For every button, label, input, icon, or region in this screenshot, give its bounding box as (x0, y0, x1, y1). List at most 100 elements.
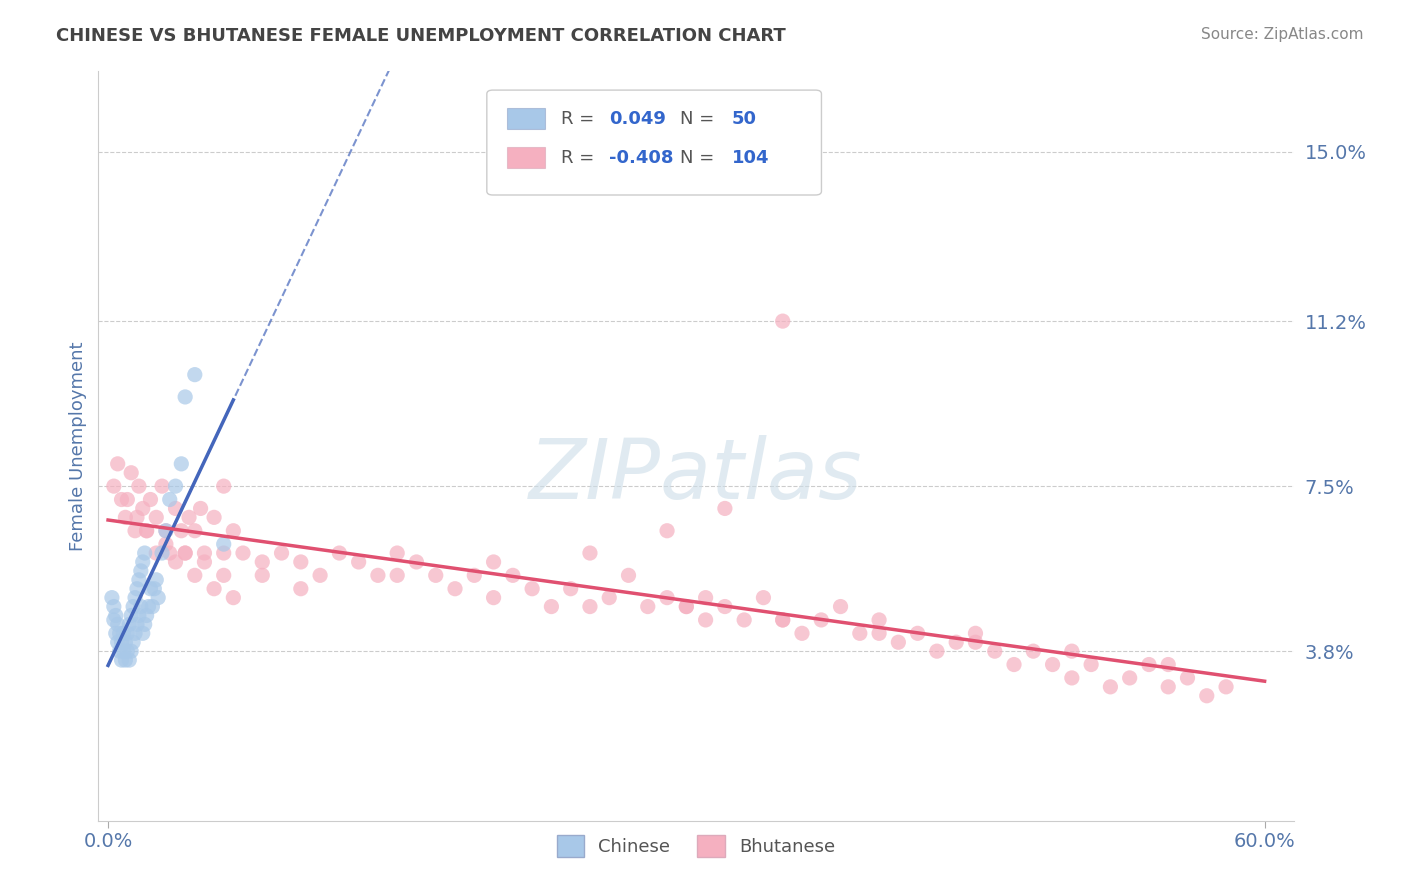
Text: N =: N = (681, 110, 720, 128)
Point (772, 613, 794, 627)
Point (482, 555, 505, 569)
Point (125, 582, 148, 596)
Point (1157, 657, 1180, 672)
Point (135, 524, 157, 538)
Point (145, 546, 167, 560)
Text: 104: 104 (733, 149, 769, 167)
Point (155, 524, 177, 538)
Point (502, 568, 524, 582)
Point (134, 546, 156, 560)
Point (579, 546, 602, 560)
Point (444, 582, 467, 596)
Point (347, 555, 370, 569)
Point (1060, 671, 1083, 685)
Point (117, 492, 139, 507)
Point (463, 568, 485, 582)
Point (868, 626, 890, 640)
Point (810, 613, 832, 627)
Point (122, 635, 145, 649)
Point (159, 492, 181, 507)
Point (222, 524, 245, 538)
FancyBboxPatch shape (508, 147, 546, 168)
Text: CHINESE VS BHUTANESE FEMALE UNEMPLOYMENT CORRELATION CHART: CHINESE VS BHUTANESE FEMALE UNEMPLOYMENT… (56, 27, 786, 45)
Point (1118, 671, 1140, 685)
Point (212, 546, 235, 560)
Point (124, 524, 146, 538)
Point (138, 599, 160, 614)
Point (193, 555, 215, 569)
Point (790, 626, 813, 640)
Point (124, 591, 146, 605)
Point (1157, 680, 1180, 694)
Point (150, 546, 173, 560)
Point (598, 591, 620, 605)
Point (1042, 657, 1064, 672)
Point (965, 635, 987, 649)
Point (110, 653, 132, 667)
Point (655, 524, 678, 538)
Point (139, 492, 162, 507)
Text: ZIPatlas: ZIPatlas (529, 435, 863, 516)
Point (695, 613, 717, 627)
Point (655, 591, 678, 605)
Point (135, 608, 157, 623)
Point (405, 555, 427, 569)
Point (385, 568, 409, 582)
Point (134, 617, 156, 632)
Point (110, 492, 132, 507)
Point (128, 573, 150, 587)
Point (675, 599, 697, 614)
Point (202, 510, 225, 524)
Point (132, 626, 155, 640)
Point (984, 644, 1007, 658)
Point (132, 501, 155, 516)
Point (184, 368, 207, 382)
Point (120, 608, 142, 623)
Point (1002, 657, 1025, 672)
Point (112, 644, 135, 658)
Point (143, 582, 166, 596)
Point (290, 582, 312, 596)
Point (849, 626, 872, 640)
Point (772, 613, 794, 627)
Point (945, 635, 967, 649)
Point (193, 546, 215, 560)
Point (222, 591, 245, 605)
Point (145, 510, 167, 524)
Legend: Chinese, Bhutanese: Chinese, Bhutanese (550, 828, 842, 864)
Point (148, 591, 170, 605)
Point (328, 546, 350, 560)
Point (110, 635, 132, 649)
Point (675, 599, 697, 614)
Point (830, 599, 852, 614)
Point (617, 568, 640, 582)
Point (122, 599, 145, 614)
Point (290, 555, 312, 569)
Text: 50: 50 (733, 110, 756, 128)
Point (907, 626, 929, 640)
Point (579, 599, 602, 614)
Point (125, 510, 148, 524)
Point (965, 626, 987, 640)
Text: R =: R = (561, 149, 600, 167)
Point (117, 644, 139, 658)
Text: N =: N = (681, 149, 720, 167)
Point (714, 599, 737, 614)
Point (104, 608, 127, 623)
Point (887, 635, 910, 649)
Point (165, 501, 187, 516)
Point (190, 501, 212, 516)
Point (425, 568, 447, 582)
Point (112, 626, 135, 640)
Point (107, 457, 129, 471)
Text: R =: R = (561, 110, 600, 128)
Y-axis label: Female Unemployment: Female Unemployment (69, 342, 87, 550)
Point (772, 314, 794, 328)
Point (177, 510, 200, 524)
Point (520, 582, 543, 596)
Point (637, 599, 659, 614)
Point (714, 501, 737, 516)
Point (1137, 657, 1160, 672)
Point (132, 555, 155, 569)
Point (1177, 671, 1199, 685)
